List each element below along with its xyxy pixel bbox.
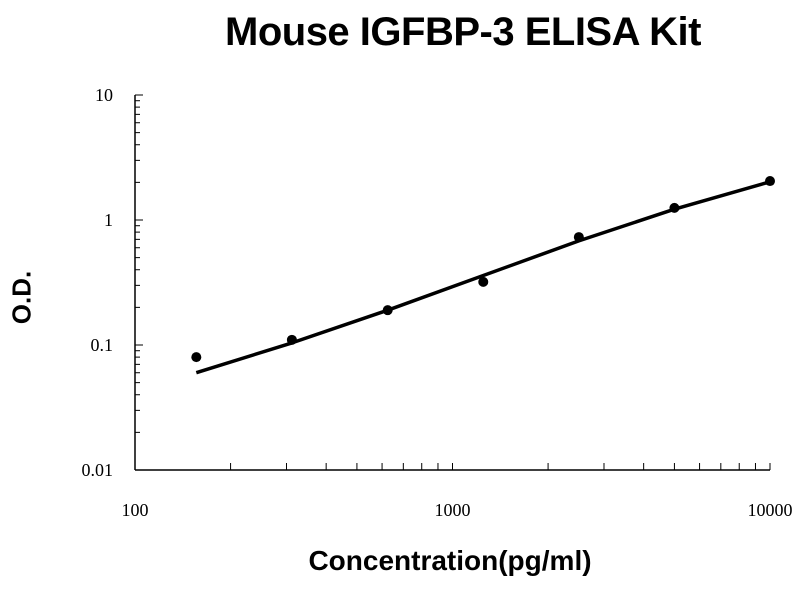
data-point bbox=[286, 334, 297, 345]
data-point bbox=[478, 276, 489, 287]
y-tick-label: 1 bbox=[104, 210, 113, 230]
data-point bbox=[573, 232, 584, 243]
chart-title: Mouse IGFBP-3 ELISA Kit bbox=[225, 10, 701, 54]
x-tick-label: 10000 bbox=[748, 500, 793, 520]
x-tick-label: 100 bbox=[122, 500, 149, 520]
x-tick-label: 1000 bbox=[435, 500, 471, 520]
y-tick-label: 0.01 bbox=[82, 460, 114, 480]
data-point bbox=[191, 352, 202, 363]
data-point bbox=[669, 202, 680, 213]
y-tick-label: 0.1 bbox=[91, 335, 114, 355]
x-axis-label: Concentration(pg/ml) bbox=[308, 545, 592, 576]
data-point bbox=[382, 305, 393, 316]
data-point bbox=[765, 176, 775, 187]
y-tick-label: 10 bbox=[95, 85, 113, 105]
